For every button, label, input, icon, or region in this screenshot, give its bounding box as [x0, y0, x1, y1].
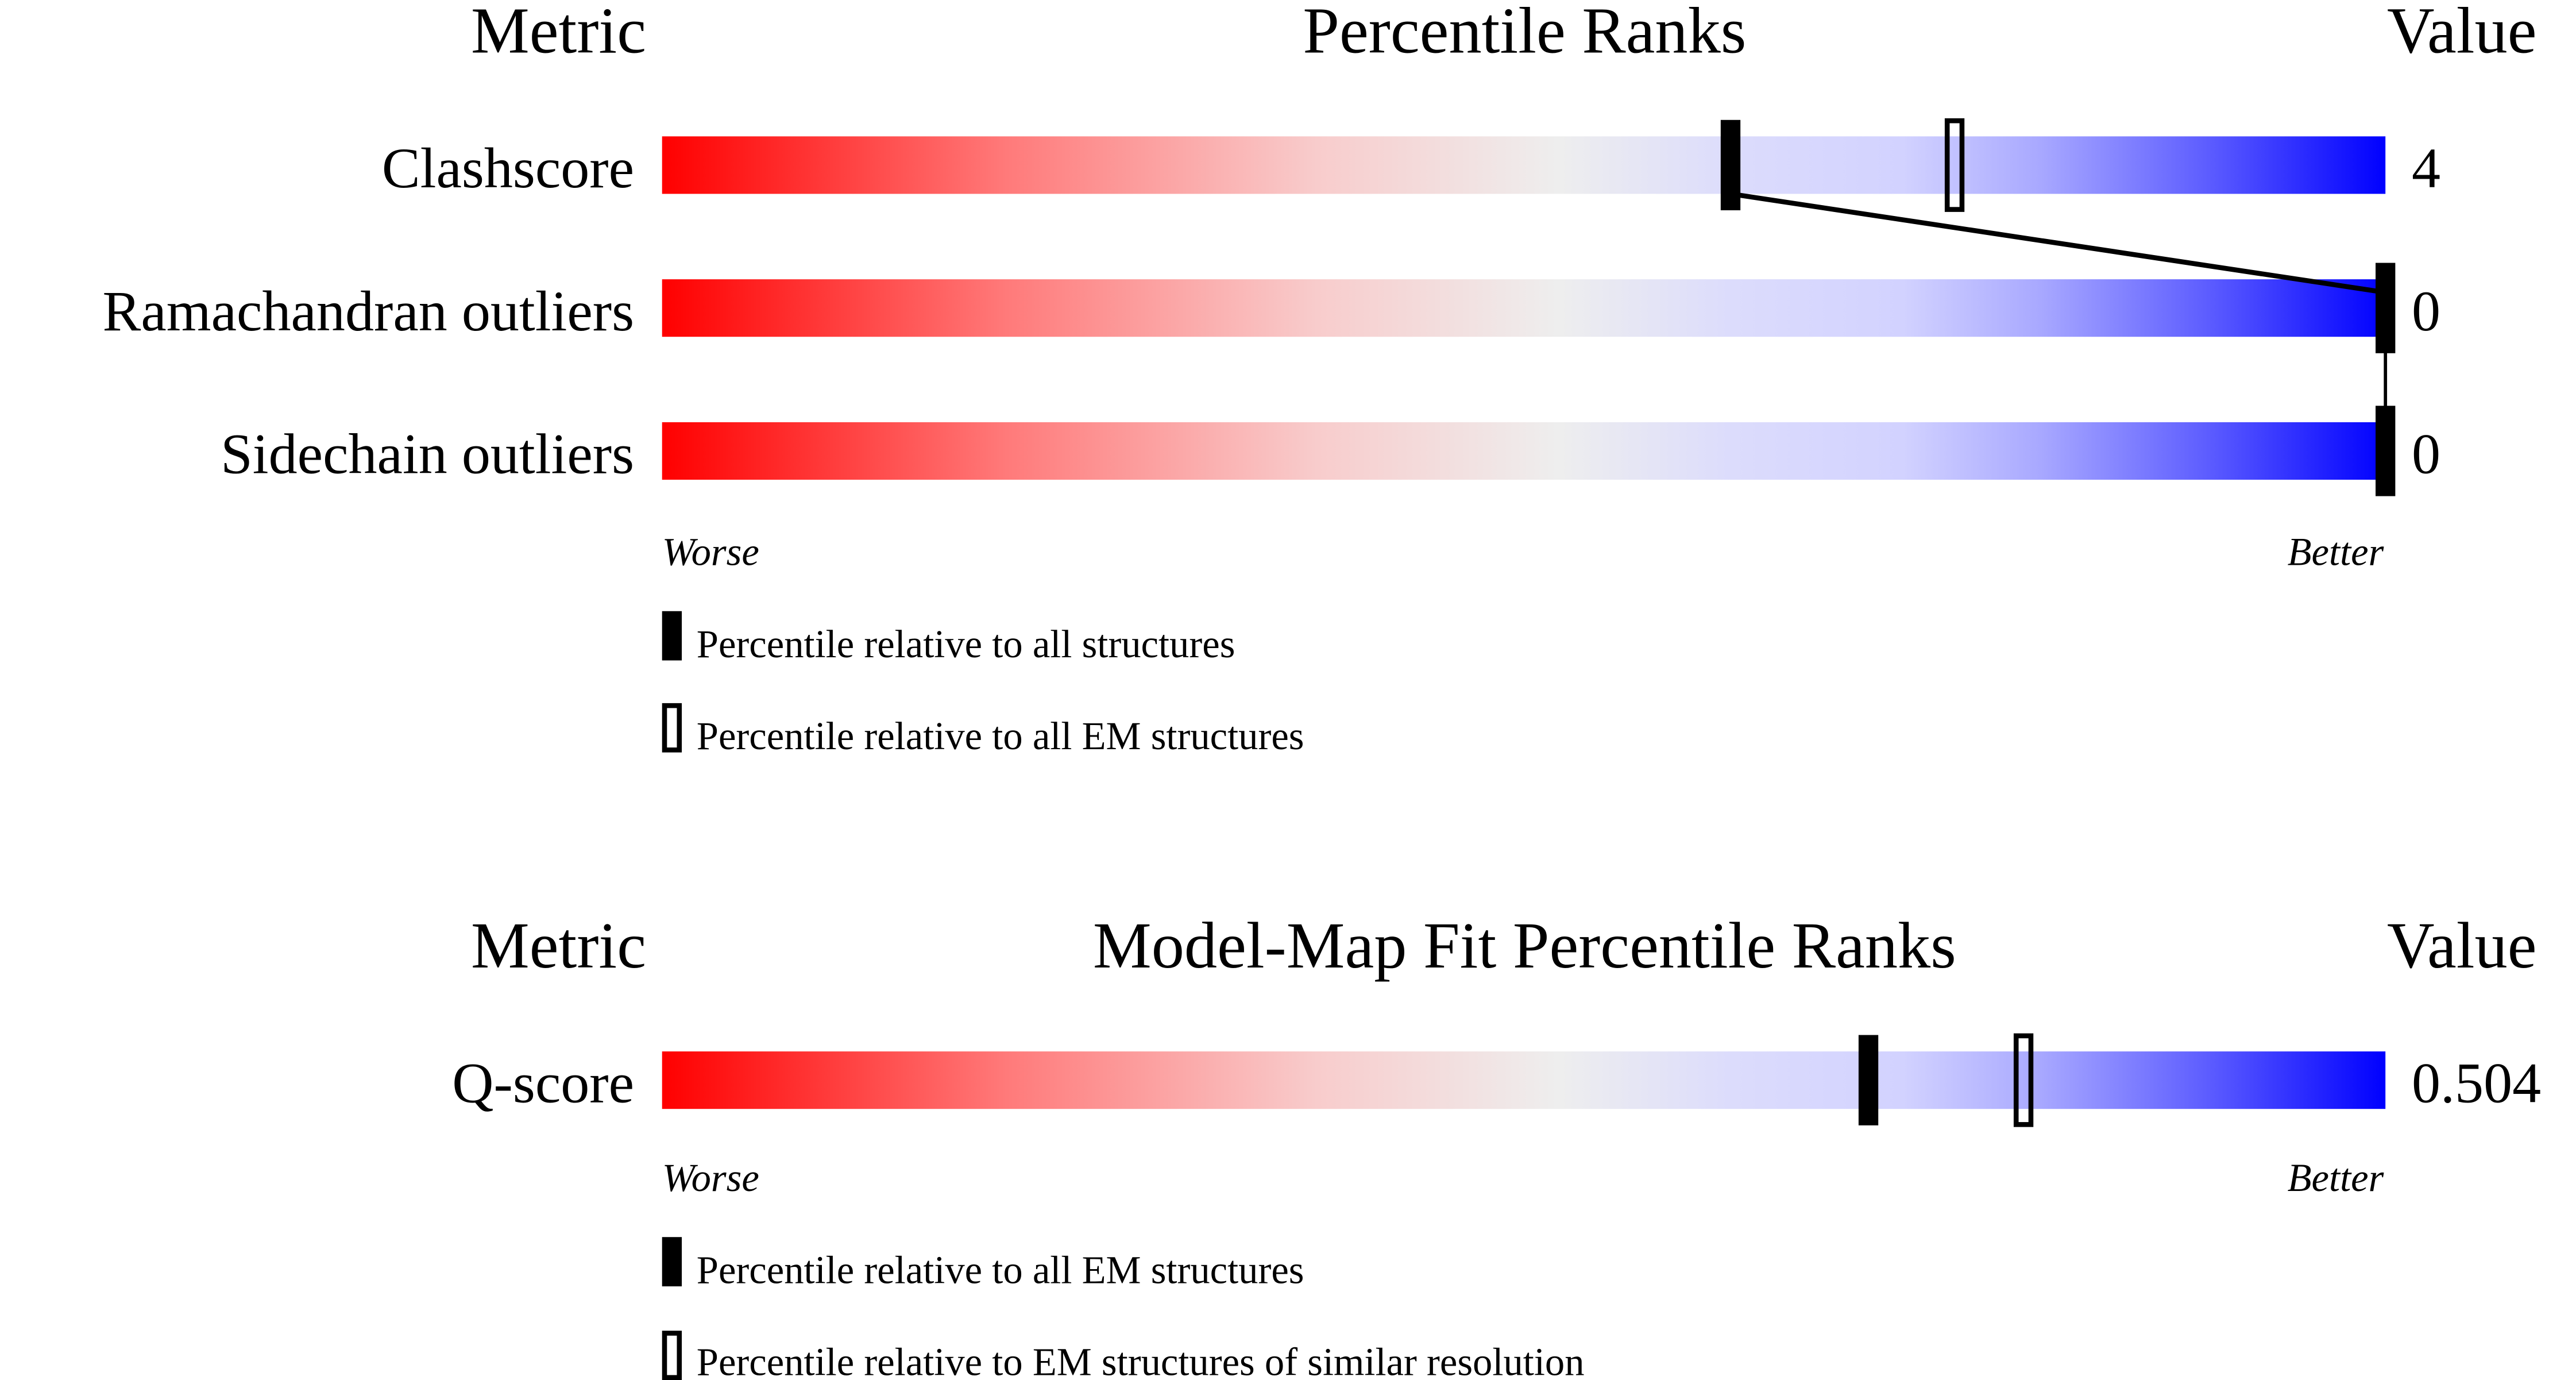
- percentile-marker-open: [2013, 1033, 2034, 1127]
- marker-connector-line: [1730, 191, 2386, 295]
- model-map-fit-section: Q-score 0.504: [452, 1033, 2541, 1127]
- percentile-marker-filled: [1858, 1035, 1879, 1125]
- legend-label: Percentile relative to EM structures of …: [697, 1340, 1585, 1380]
- metric-value: 0: [2412, 422, 2440, 486]
- metric-header: Metric: [471, 0, 646, 67]
- legend-label: Percentile relative to all EM structures: [697, 714, 1304, 758]
- value-header: Value: [2387, 0, 2536, 67]
- worse-label: Worse: [662, 1156, 759, 1200]
- legend-open-marker: [662, 1331, 682, 1380]
- metric-label: Q-score: [452, 1051, 634, 1115]
- better-label: Better: [2288, 530, 2384, 574]
- legend-label: Percentile relative to all structures: [697, 622, 1235, 666]
- metric-value: 0.504: [2412, 1051, 2541, 1115]
- percentile-bar: [662, 136, 2386, 194]
- validation-section: Clashscore 4 Ramachandran outliers 0 Sidecha…: [103, 118, 2440, 496]
- metric-header: Metric: [471, 909, 646, 982]
- metric-label: Sidechain outliers: [221, 422, 634, 486]
- percentile-bar: [662, 279, 2386, 337]
- worse-label: Worse: [662, 530, 759, 574]
- percentile-marker-open: [1944, 118, 1965, 212]
- percentile-bar: [662, 1051, 2386, 1109]
- legend-label: Percentile relative to all EM structures: [697, 1248, 1304, 1292]
- better-label: Better: [2288, 1156, 2384, 1200]
- legend-filled-marker: [662, 611, 682, 661]
- metric-label: Ramachandran outliers: [103, 279, 635, 343]
- legend-filled-marker: [662, 1237, 682, 1287]
- value-header: Value: [2387, 909, 2536, 982]
- chart-title: Model-Map Fit Percentile Ranks: [1093, 909, 1956, 982]
- chart-title: Percentile Ranks: [1303, 0, 1746, 67]
- metric-value: 0: [2412, 279, 2440, 343]
- metric-label: Clashscore: [382, 136, 634, 200]
- percentile-bar: [662, 422, 2386, 480]
- metric-value: 4: [2412, 136, 2440, 200]
- legend-open-marker: [662, 703, 682, 753]
